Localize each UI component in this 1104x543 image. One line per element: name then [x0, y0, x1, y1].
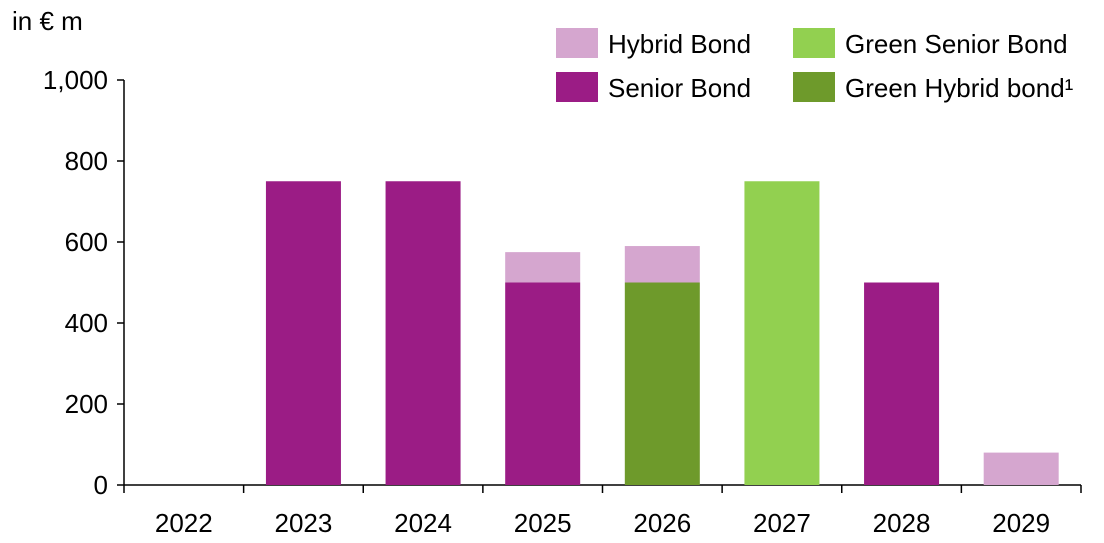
bar-hybrid-bond-2025 [505, 252, 581, 283]
bar-senior-bond-2025 [505, 282, 581, 485]
bar-hybrid-bond-2029 [983, 452, 1059, 485]
legend-swatch-hybrid-bond [556, 28, 598, 58]
x-tick-label: 2028 [873, 508, 931, 538]
legend-swatch-green-hybrid-bond [793, 72, 835, 102]
bar-green-senior-bond-2027 [744, 181, 820, 485]
x-tick-label: 2029 [992, 508, 1050, 538]
y-axis: 0 200 400 600 800 1,000 [43, 65, 125, 500]
x-tick-label: 2026 [633, 508, 691, 538]
y-tick-label: 0 [94, 470, 108, 500]
x-tick-label: 2024 [394, 508, 452, 538]
legend-label-green-hybrid-bond: Green Hybrid bond¹ [845, 73, 1074, 103]
legend-swatch-senior-bond [556, 72, 598, 102]
legend-label-green-senior-bond: Green Senior Bond [845, 29, 1068, 59]
y-tick-label: 800 [65, 146, 108, 176]
bars [265, 181, 1059, 485]
y-tick-label: 400 [65, 308, 108, 338]
y-tick-label: 600 [65, 227, 108, 257]
bar-senior-bond-2023 [265, 181, 341, 485]
legend: Hybrid Bond Green Senior Bond Senior Bond G… [556, 28, 1074, 103]
y-tick-label: 200 [65, 389, 108, 419]
bar-hybrid-bond-2026 [624, 246, 700, 283]
x-tick-label: 2023 [275, 508, 333, 538]
legend-label-senior-bond: Senior Bond [608, 73, 751, 103]
bar-senior-bond-2024 [385, 181, 461, 485]
x-tick-label: 2027 [753, 508, 811, 538]
unit-label: in € m [12, 6, 83, 36]
x-axis: 2022 2023 2024 2025 2026 2027 2028 2029 [123, 484, 1082, 538]
x-tick-label: 2025 [514, 508, 572, 538]
x-tick-label: 2022 [155, 508, 213, 538]
legend-swatch-green-senior-bond [793, 28, 835, 58]
bar-green-hybrid-bond-2026 [624, 282, 700, 485]
legend-label-hybrid-bond: Hybrid Bond [608, 29, 751, 59]
bar-senior-bond-2028 [864, 282, 940, 485]
y-tick-label: 1,000 [43, 65, 108, 95]
